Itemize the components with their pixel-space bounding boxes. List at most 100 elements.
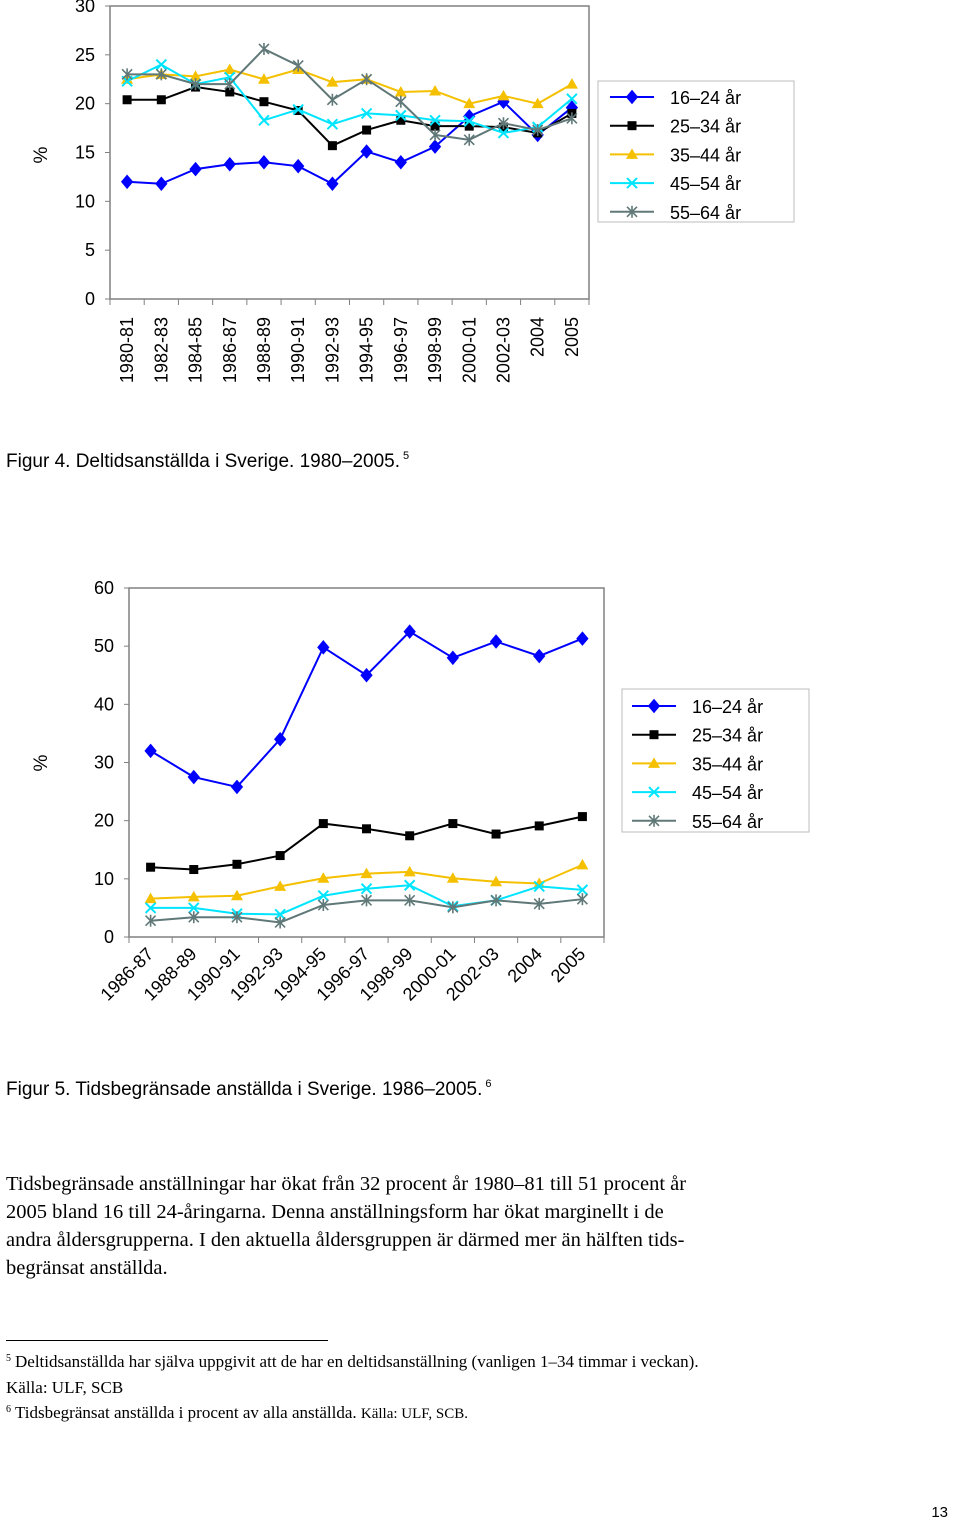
series-line bbox=[121, 63, 578, 109]
legend-label: 45–54 år bbox=[670, 174, 741, 194]
triangle-marker bbox=[223, 63, 236, 74]
y-tick-label: 20 bbox=[75, 94, 95, 114]
legend-entry: 45–54 år bbox=[610, 174, 741, 194]
triangle-marker bbox=[403, 865, 416, 877]
x-marker bbox=[292, 103, 304, 116]
y-tick-label: 60 bbox=[94, 578, 114, 598]
asterisk-marker bbox=[429, 128, 441, 141]
triangle-marker bbox=[565, 78, 578, 89]
diamond-marker bbox=[428, 139, 442, 154]
triangle-marker bbox=[144, 892, 157, 904]
legend-entry: 16–24 år bbox=[632, 697, 763, 717]
marker-stroke bbox=[317, 889, 330, 902]
diamond-marker bbox=[326, 176, 339, 192]
marker-stroke bbox=[403, 879, 416, 891]
square-marker bbox=[259, 97, 269, 107]
diamond-marker bbox=[257, 154, 271, 170]
square-marker bbox=[396, 115, 406, 125]
x-marker bbox=[317, 889, 330, 902]
y-tick-label: 0 bbox=[104, 927, 114, 947]
x-marker bbox=[463, 115, 475, 127]
asterisk-marker bbox=[292, 59, 304, 72]
legend-entry: 55–64 år bbox=[632, 812, 763, 832]
legend-label: 55–64 år bbox=[692, 812, 763, 832]
marker-stroke bbox=[292, 103, 304, 116]
series-line bbox=[121, 42, 578, 146]
square-marker bbox=[362, 125, 372, 135]
figure-4-chart: % 0 5 10 15 20 25 30 1980-81 1982-83 1984-85 1986-… bbox=[31, 0, 795, 383]
y-axis-label: % bbox=[31, 146, 52, 163]
square-marker bbox=[405, 831, 415, 841]
square-marker bbox=[318, 819, 328, 829]
triangle-marker bbox=[274, 880, 287, 891]
marker-stroke bbox=[144, 902, 157, 914]
legend-label: 35–44 år bbox=[670, 145, 741, 165]
diamond-marker bbox=[230, 779, 244, 795]
triangle-marker bbox=[230, 889, 243, 901]
triangle-marker bbox=[187, 890, 200, 902]
y-tick-label: 5 bbox=[85, 240, 95, 260]
legend-entry: 16–24 år bbox=[610, 88, 741, 108]
asterisk-marker bbox=[497, 117, 510, 130]
diamond-marker bbox=[292, 158, 305, 174]
x-marker bbox=[566, 93, 578, 105]
x-marker bbox=[258, 114, 270, 126]
series-path bbox=[150, 630, 583, 789]
body-line: andra åldersgrupperna. I den aktuella ål… bbox=[6, 1229, 685, 1251]
square-marker bbox=[327, 141, 337, 151]
legend-label: 16–24 år bbox=[692, 697, 763, 717]
asterisk-marker bbox=[121, 68, 133, 81]
series-path bbox=[127, 100, 573, 185]
asterisk-marker bbox=[533, 897, 545, 910]
asterisk-marker bbox=[189, 78, 202, 91]
legend: 16–24 år 25–34 år 35–44 år 45–54 år 55–64 år bbox=[597, 80, 795, 223]
square-marker bbox=[649, 730, 659, 740]
square-marker bbox=[534, 821, 544, 831]
legend: 16–24 år 25–34 år 35–44 år 45–54 år 55–64 år bbox=[621, 688, 810, 833]
diamond-marker bbox=[625, 89, 639, 105]
series-line bbox=[121, 58, 578, 139]
series-line bbox=[144, 624, 589, 795]
square-marker bbox=[448, 819, 458, 829]
square-marker bbox=[577, 812, 587, 822]
marker-stroke bbox=[395, 109, 407, 122]
x-marker bbox=[533, 880, 545, 893]
diamond-marker bbox=[120, 174, 134, 190]
asterisk-marker bbox=[145, 914, 157, 927]
legend-entry: 25–34 år bbox=[610, 117, 741, 137]
square-marker bbox=[464, 121, 474, 131]
asterisk-marker bbox=[231, 911, 243, 924]
triangle-marker bbox=[626, 148, 638, 159]
marker-stroke bbox=[429, 114, 441, 126]
data-series bbox=[144, 624, 589, 929]
series-line bbox=[146, 812, 587, 875]
asterisk-marker bbox=[188, 911, 200, 924]
x-marker bbox=[403, 879, 416, 891]
triangle-marker bbox=[326, 76, 339, 87]
figure-5-caption: Figur 5. Tidsbegränsade anställda i Sver… bbox=[6, 1078, 492, 1100]
triangle-marker bbox=[648, 757, 660, 768]
diamond-marker bbox=[360, 144, 373, 159]
x-marker bbox=[326, 118, 339, 130]
asterisk-marker bbox=[326, 93, 338, 106]
x-marker bbox=[648, 786, 660, 798]
footnote-ref-6: 6 bbox=[485, 1078, 492, 1090]
marker-stroke bbox=[626, 177, 638, 189]
asterisk-marker bbox=[648, 814, 660, 827]
series-line bbox=[122, 82, 577, 151]
marker-stroke bbox=[258, 114, 270, 126]
y-tick-label: 25 bbox=[75, 45, 95, 65]
square-marker bbox=[225, 87, 235, 97]
legend-entry: 25–34 år bbox=[632, 726, 763, 746]
x-tick-label: 1996-97 bbox=[391, 317, 411, 383]
marker-stroke bbox=[533, 880, 545, 893]
body-paragraph: Tidsbegränsade anställningar har ökat fr… bbox=[6, 1170, 936, 1282]
legend-label: 55–64 år bbox=[670, 203, 741, 223]
footnote-5: 5 Deltidsanställda har själva uppgivit at… bbox=[6, 1352, 699, 1372]
page-number: 13 bbox=[931, 1504, 948, 1521]
x-tick-label: 1998-99 bbox=[425, 317, 445, 383]
body-line: 2005 bland 16 till 24-åringarna. Denna a… bbox=[6, 1201, 664, 1223]
axes: 01020304050601986-871988-891990-911992-9… bbox=[94, 578, 605, 1005]
diamond-marker bbox=[273, 731, 287, 747]
triangle-marker bbox=[429, 84, 442, 96]
